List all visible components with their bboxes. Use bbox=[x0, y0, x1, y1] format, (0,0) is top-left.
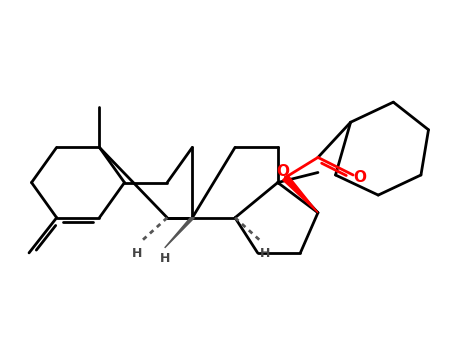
Polygon shape bbox=[283, 175, 318, 213]
Text: H: H bbox=[132, 247, 142, 260]
Text: O: O bbox=[353, 170, 366, 185]
Text: H: H bbox=[260, 247, 270, 260]
Text: H: H bbox=[160, 252, 170, 265]
Polygon shape bbox=[165, 218, 194, 248]
Text: O: O bbox=[276, 164, 289, 179]
